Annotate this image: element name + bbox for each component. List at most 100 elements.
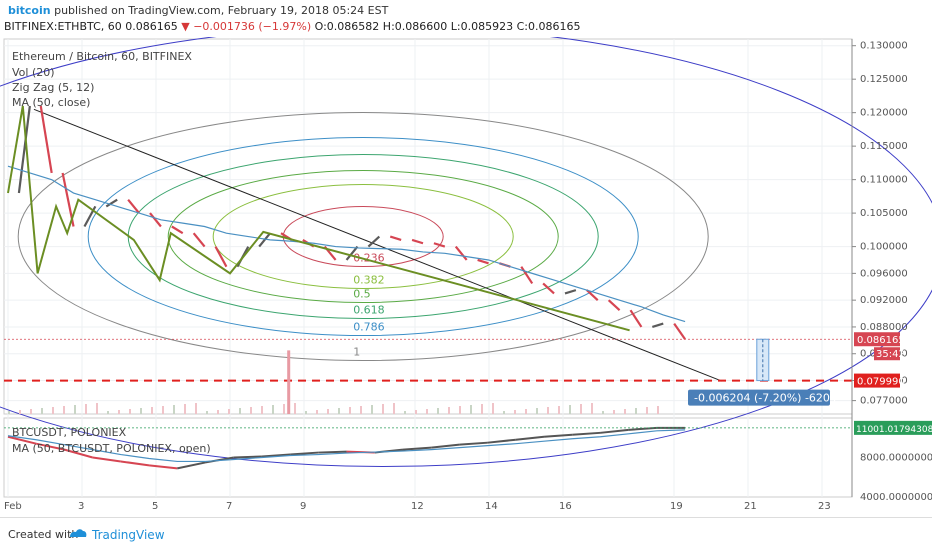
volume-bar (195, 403, 197, 414)
fib-level-label: 0.5 (353, 288, 371, 301)
countdown-value: 35:42 (876, 349, 905, 360)
footer: Created with TradingView (0, 517, 932, 551)
symbol-label[interactable]: BITFINEX:ETHBTC, 60 (4, 20, 122, 33)
time-tick-label: 21 (744, 501, 757, 512)
price-tick-label: 0.077000 (860, 396, 908, 407)
volume-bar (569, 405, 571, 414)
volume-bar (283, 404, 285, 414)
price-tick-label: 0.125000 (860, 74, 908, 85)
volume-bar (63, 406, 65, 414)
time-tick-label: 23 (818, 501, 831, 512)
volume-bar (349, 407, 351, 414)
volume-bar (184, 404, 186, 414)
chart-header: bitcoin published on TradingView.com, Fe… (0, 0, 932, 36)
volume-bar (437, 408, 439, 414)
volume-spike (287, 350, 290, 414)
volume-bar (41, 408, 43, 414)
time-tick-label: 14 (485, 501, 498, 512)
ohlc-values: O:0.086582 H:0.086600 L:0.085923 C:0.086… (315, 20, 581, 33)
legend-title: Ethereum / Bitcoin, 60, BITFINEX (12, 50, 192, 63)
time-tick-label: 5 (152, 501, 158, 512)
volume-bar (459, 406, 461, 414)
volume-bar (140, 408, 142, 414)
volume-bar (503, 411, 505, 414)
volume-bar (52, 407, 54, 414)
volume-bar (217, 410, 219, 414)
volume-bar (448, 407, 450, 414)
fib-level-label: 0.382 (353, 274, 385, 287)
volume-bar (8, 411, 10, 414)
target-price-value: 0.079990 (857, 377, 905, 388)
volume-bar (228, 409, 230, 414)
publish-info: bitcoin published on TradingView.com, Fe… (8, 4, 388, 17)
published-text: published on TradingView.com, February 1… (54, 4, 388, 17)
volume-bar (470, 405, 472, 414)
btc-candle (318, 452, 346, 453)
volume-bar (162, 406, 164, 414)
volume-bar (338, 408, 340, 414)
fib-level-label: 1 (353, 346, 360, 359)
volume-bar (481, 404, 483, 414)
volume-bar (492, 403, 494, 414)
volume-bar (624, 409, 626, 414)
volume-bar (371, 405, 373, 414)
volume-bar (305, 411, 307, 414)
volume-bar (360, 406, 362, 414)
volume-bar (558, 406, 560, 414)
volume-bar (261, 406, 263, 414)
price-tick-label: 0.115000 (860, 141, 908, 152)
volume-bar (426, 409, 428, 414)
volume-bar (613, 410, 615, 414)
volume-bar (580, 404, 582, 414)
volume-bar (635, 408, 637, 414)
last-price: 0.086165 (125, 20, 178, 33)
volume-bar (393, 403, 395, 414)
volume-bar (525, 409, 527, 414)
volume-bar (30, 409, 32, 414)
fib-level-label: 0.618 (353, 304, 385, 317)
price-tick-label: 0.110000 (860, 175, 908, 186)
time-tick-label: 9 (300, 501, 306, 512)
volume-bar (85, 404, 87, 414)
price-tick-label: 0.092000 (860, 295, 908, 306)
legend-ma: MA (50, close) (12, 96, 90, 109)
time-tick-label: 12 (411, 501, 424, 512)
volume-bar (602, 411, 604, 414)
lower-tick-label: 4000.00000000 (860, 492, 932, 503)
current-price-value: 0.086165 (857, 335, 905, 346)
tradingview-logo-icon[interactable] (68, 525, 88, 544)
price-tick-label: 0.088000 (860, 322, 908, 333)
time-tick-label: 16 (559, 501, 572, 512)
tradingview-brand-link[interactable]: TradingView (92, 528, 165, 542)
volume-bar (19, 410, 21, 414)
lower-tick-label: 8000.00000000 (860, 453, 932, 464)
price-tick-label: 0.105000 (860, 208, 908, 219)
volume-bar (173, 405, 175, 414)
volume-bar (327, 409, 329, 414)
volume-bar (206, 411, 208, 414)
time-tick-label: 19 (670, 501, 683, 512)
price-tick-label: 0.120000 (860, 108, 908, 119)
measure-label: -0.006204 (-7.20%) -6204 (694, 392, 837, 405)
lower-plot-area (4, 418, 852, 497)
price-tick-label: 0.100000 (860, 242, 908, 253)
volume-bar (646, 407, 648, 414)
volume-bar (151, 407, 153, 414)
price-change: ▼ −0.001736 (−1.97%) (181, 20, 311, 33)
price-tick-label: 0.096000 (860, 268, 908, 279)
time-tick-label: Feb (4, 501, 22, 512)
price-tick-label: 0.130000 (860, 41, 908, 52)
volume-bar (514, 410, 516, 414)
volume-bar (294, 403, 296, 414)
volume-bar (129, 409, 131, 414)
author-link[interactable]: bitcoin (8, 4, 51, 17)
symbol-info: BITFINEX:ETHBTC, 60 0.086165 ▼ −0.001736… (4, 20, 580, 33)
volume-bar (74, 405, 76, 414)
volume-bar (404, 411, 406, 414)
time-tick-label: 3 (78, 501, 84, 512)
volume-bar (316, 410, 318, 414)
volume-bar (536, 408, 538, 414)
legend-zigzag: Zig Zag (5, 12) (12, 81, 94, 94)
volume-bar (657, 406, 659, 414)
